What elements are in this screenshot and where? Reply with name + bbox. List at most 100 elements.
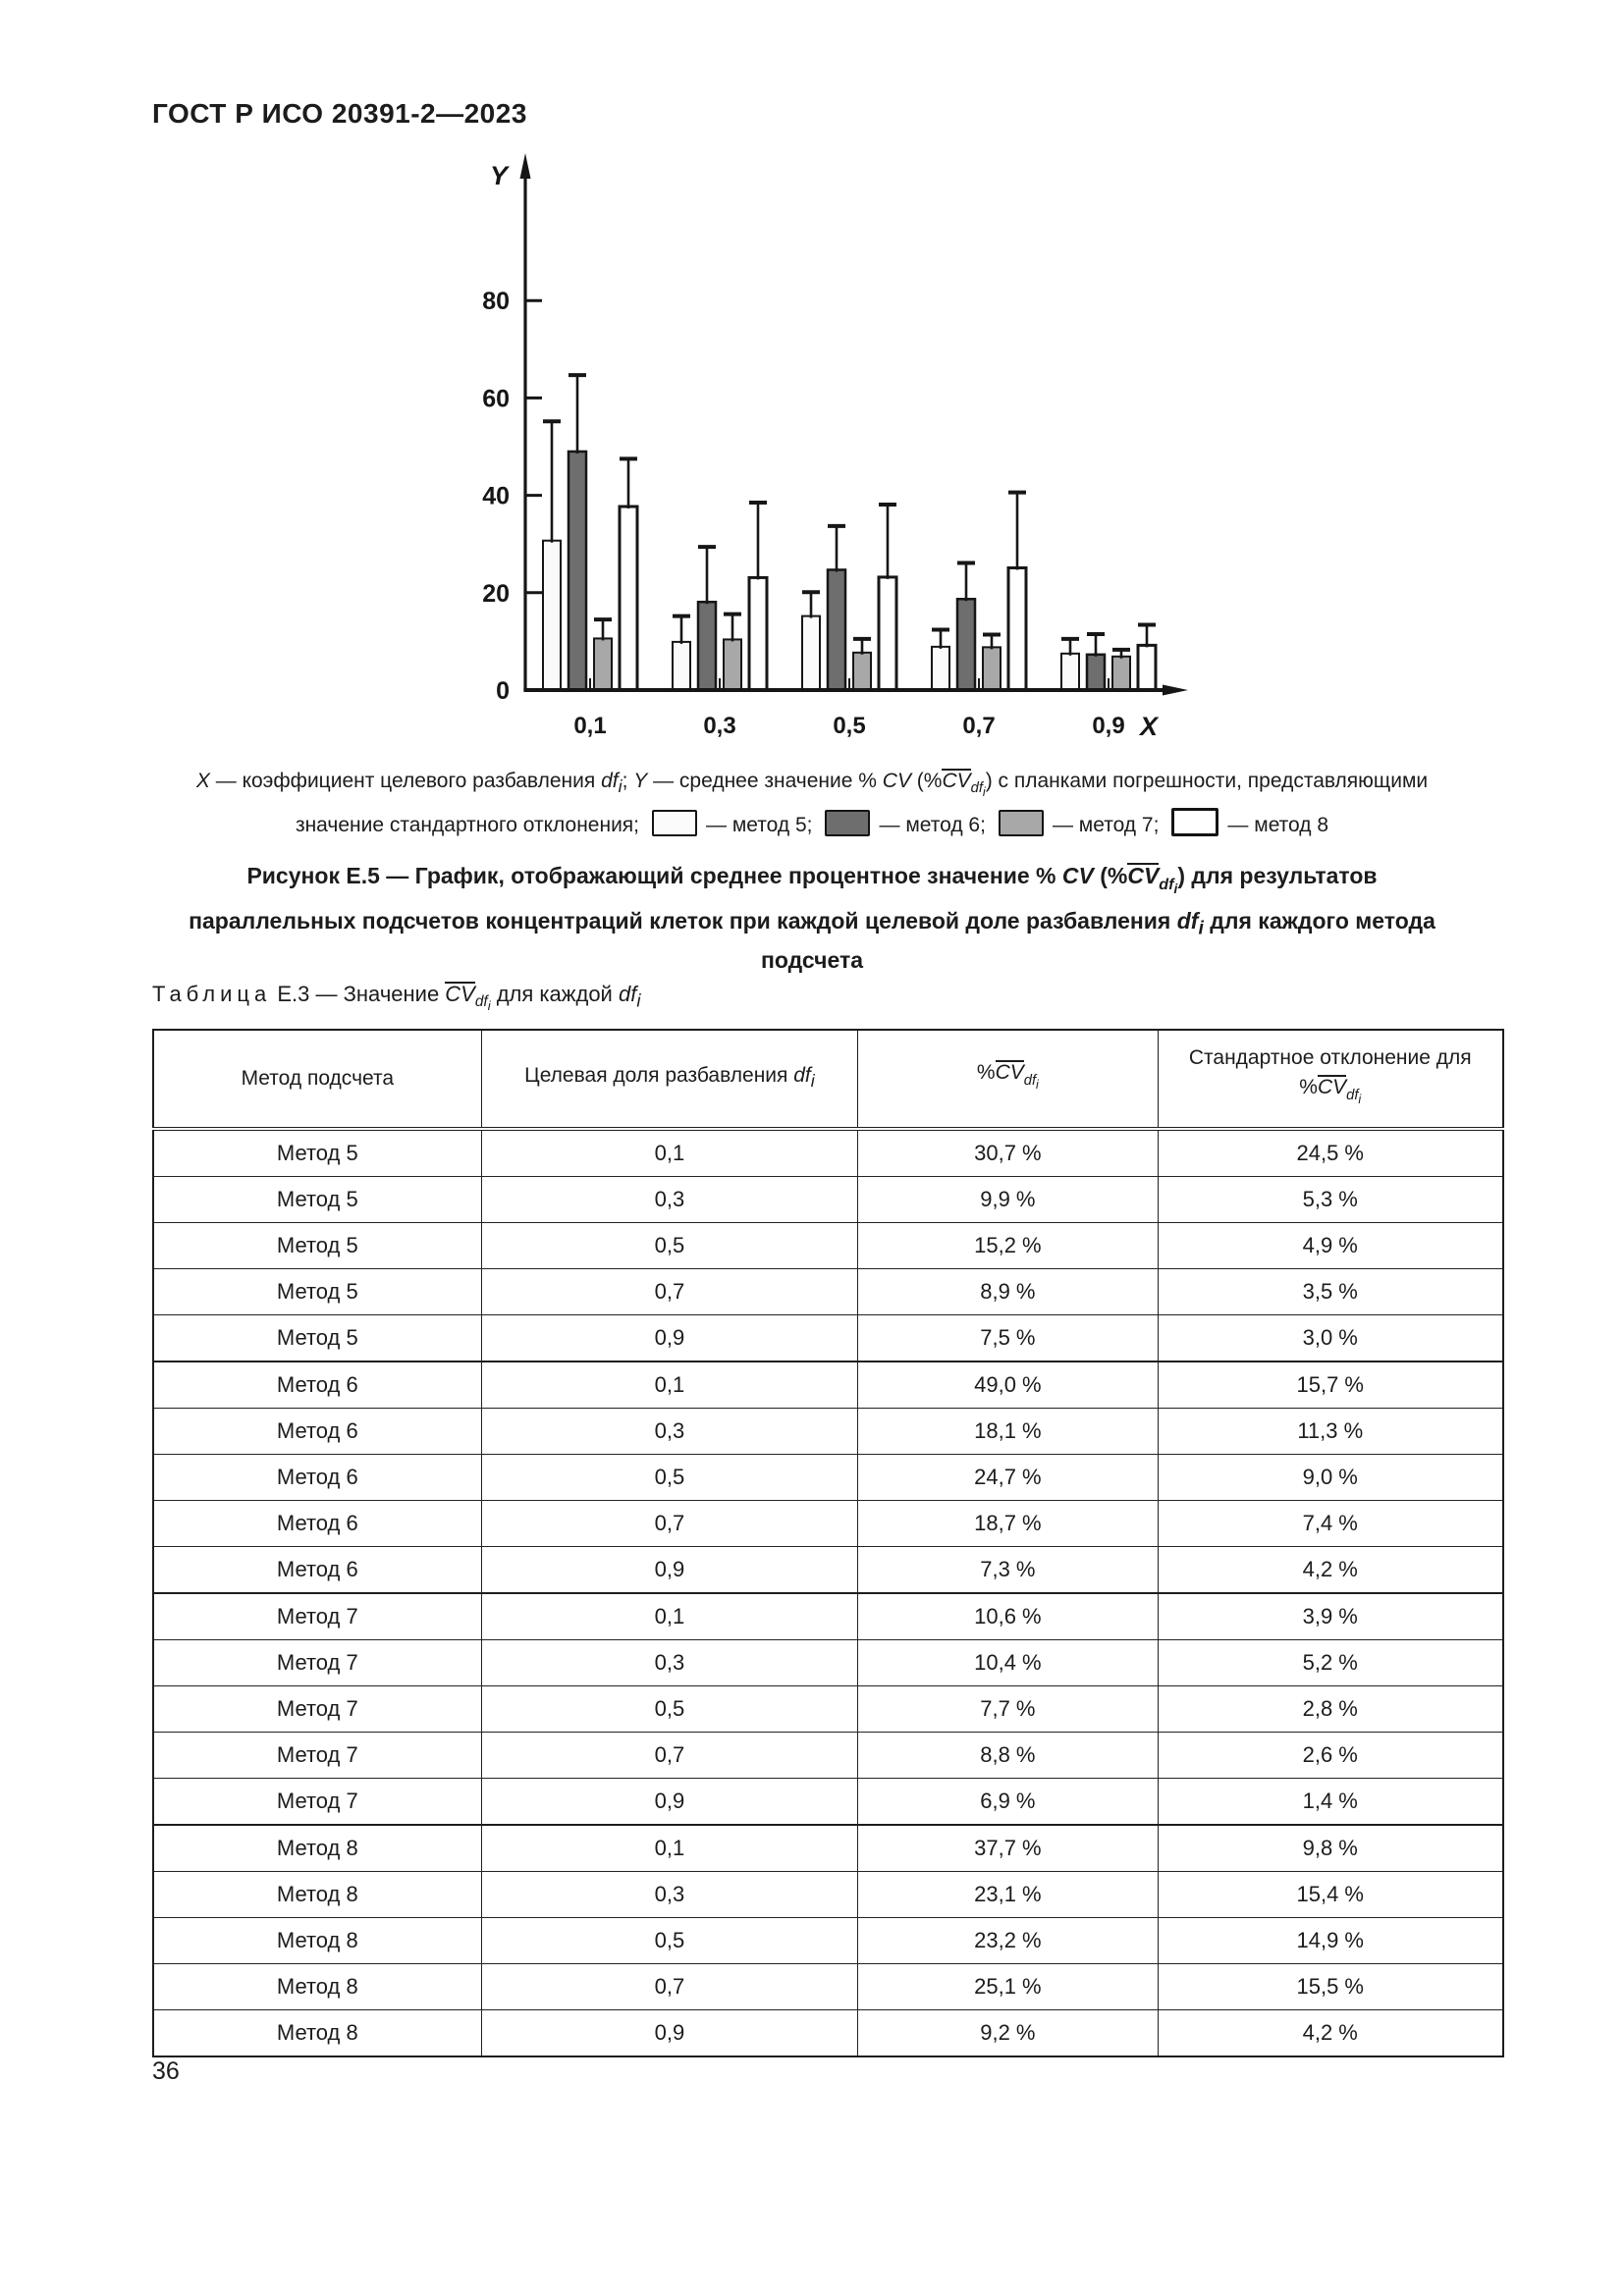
table-row: Метод 8 0,7 25,1 % 15,5 % <box>152 1963 1504 2010</box>
table-cell: 0,9 <box>480 1546 859 1594</box>
table-cell: Метод 5 <box>152 1314 482 1362</box>
cv-overline: CV <box>942 769 971 792</box>
table-cell: 0,7 <box>480 1963 859 2010</box>
table-cell: 49,0 % <box>857 1361 1159 1409</box>
table-cell: 9,8 % <box>1157 1824 1504 1872</box>
table-cell: 24,5 % <box>1157 1128 1504 1177</box>
table-cell: 0,3 <box>480 1871 859 1918</box>
legend-swatch-method7 <box>998 810 1044 837</box>
table-cell: Метод 7 <box>152 1685 482 1733</box>
table-cell: 24,7 % <box>857 1454 1159 1501</box>
table-cell: Метод 8 <box>152 1824 482 1872</box>
table-cell: 3,5 % <box>1157 1268 1504 1315</box>
table-cell: 0,3 <box>480 1176 859 1223</box>
table-cell: 18,1 % <box>857 1408 1159 1455</box>
y-var: Y <box>633 770 648 792</box>
table-cell: Метод 7 <box>152 1778 482 1826</box>
table-cell: 15,5 % <box>1157 1963 1504 2010</box>
figure-caption-line3: подсчета <box>760 947 864 974</box>
table-row: Метод 6 0,3 18,1 % 11,3 % <box>152 1408 1504 1455</box>
axis-caption-line1: X — коэффициент целевого разбавления dfi… <box>195 769 1429 800</box>
svg-text:60: 60 <box>482 385 510 412</box>
legend-label-method7: — метод 7; <box>1052 814 1160 837</box>
table-row: Метод 6 0,9 7,3 % 4,2 % <box>152 1546 1504 1594</box>
table-cell: 18,7 % <box>857 1500 1159 1547</box>
page-number: 36 <box>152 2057 180 2085</box>
table-row: Метод 7 0,7 8,8 % 2,6 % <box>152 1732 1504 1779</box>
header-cv: %CVdfi <box>857 1029 1159 1131</box>
table-cell: 3,0 % <box>1157 1314 1504 1362</box>
table-row: Метод 8 0,9 9,2 % 4,2 % <box>152 2009 1504 2057</box>
table-cell: 5,2 % <box>1157 1639 1504 1686</box>
table-cell: 1,4 % <box>1157 1778 1504 1826</box>
table-cell: Метод 5 <box>152 1222 482 1269</box>
x-var: X <box>195 770 210 792</box>
table-row: Метод 7 0,5 7,7 % 2,8 % <box>152 1685 1504 1733</box>
figure-caption-line2: параллельных подсчетов концентраций клет… <box>189 907 1435 939</box>
table-cell: 2,8 % <box>1157 1685 1504 1733</box>
svg-text:40: 40 <box>482 483 510 510</box>
table-cell: Метод 8 <box>152 1963 482 2010</box>
table-cell: 0,7 <box>480 1500 859 1547</box>
table-row: Метод 8 0,5 23,2 % 14,9 % <box>152 1917 1504 1964</box>
figure-e5-chart: 0,1 0,3 0,5 0,7 0,9 0 20 40 60 80 Y X <box>422 147 1237 761</box>
legend-label-method6: — метод 6; <box>879 814 986 837</box>
table-cell: 0,9 <box>480 2009 859 2057</box>
figure-caption: Рисунок Е.5 — График, отображающий средн… <box>135 860 1489 977</box>
table-cell: 9,0 % <box>1157 1454 1504 1501</box>
table-row: Метод 6 0,7 18,7 % 7,4 % <box>152 1500 1504 1547</box>
bar-chart-svg: 0,1 0,3 0,5 0,7 0,9 0 20 40 60 80 Y X <box>482 153 1188 741</box>
table-row: Метод 6 0,1 49,0 % 15,7 % <box>152 1361 1504 1409</box>
table-cell: 0,3 <box>480 1639 859 1686</box>
table-cell: 2,6 % <box>1157 1732 1504 1779</box>
table-cell: 25,1 % <box>857 1963 1159 2010</box>
table-cell: 15,7 % <box>1157 1361 1504 1409</box>
legend-swatch-method6 <box>825 810 871 837</box>
table-e3: Метод подсчета Целевая доля разбавления … <box>152 1029 1504 2057</box>
table-cell: Метод 6 <box>152 1454 482 1501</box>
table-cell: 10,4 % <box>857 1639 1159 1686</box>
table-row: Метод 5 0,9 7,5 % 3,0 % <box>152 1314 1504 1362</box>
table-cell: 0,5 <box>480 1917 859 1964</box>
svg-text:X: X <box>1138 712 1160 741</box>
svg-text:0,9: 0,9 <box>1092 713 1124 739</box>
table-cell: 0,5 <box>480 1222 859 1269</box>
table-cell: 0,5 <box>480 1454 859 1501</box>
table-row: Метод 5 0,7 8,9 % 3,5 % <box>152 1268 1504 1315</box>
table-cell: 6,9 % <box>857 1778 1159 1826</box>
table-row: Метод 7 0,3 10,4 % 5,2 % <box>152 1639 1504 1686</box>
legend-label-method5: — метод 5; <box>706 814 813 837</box>
table-cell: Метод 6 <box>152 1500 482 1547</box>
table-cell: Метод 6 <box>152 1361 482 1409</box>
svg-text:0,3: 0,3 <box>703 713 735 739</box>
legend-swatch-method8 <box>1171 808 1219 837</box>
table-cell: 9,9 % <box>857 1176 1159 1223</box>
table-cell: 37,7 % <box>857 1824 1159 1872</box>
table-cell: 0,1 <box>480 1128 859 1177</box>
table-cell: 9,2 % <box>857 2009 1159 2057</box>
table-cell: 14,9 % <box>1157 1917 1504 1964</box>
table-cell: 0,1 <box>480 1592 859 1640</box>
table-cell: Метод 7 <box>152 1639 482 1686</box>
table-cell: Метод 7 <box>152 1592 482 1640</box>
table-cell: 7,7 % <box>857 1685 1159 1733</box>
table-row: Метод 7 0,1 10,6 % 3,9 % <box>152 1592 1504 1640</box>
table-row: Метод 5 0,5 15,2 % 4,9 % <box>152 1222 1504 1269</box>
table-row: Метод 5 0,3 9,9 % 5,3 % <box>152 1176 1504 1223</box>
table-cell: Метод 6 <box>152 1408 482 1455</box>
table-cell: 11,3 % <box>1157 1408 1504 1455</box>
table-cell: 0,1 <box>480 1361 859 1409</box>
table-cell: Метод 8 <box>152 1871 482 1918</box>
table-row: Метод 6 0,5 24,7 % 9,0 % <box>152 1454 1504 1501</box>
table-cell: Метод 6 <box>152 1546 482 1594</box>
table-cell: 23,1 % <box>857 1871 1159 1918</box>
table-row: Метод 7 0,9 6,9 % 1,4 % <box>152 1778 1504 1826</box>
table-cell: 0,7 <box>480 1268 859 1315</box>
table-row: Метод 5 0,1 30,7 % 24,5 % <box>152 1128 1504 1177</box>
table-cell: 10,6 % <box>857 1592 1159 1640</box>
table-title: Таблица Е.3 — Значение CVdfi для каждой … <box>152 982 641 1014</box>
table-cell: 0,3 <box>480 1408 859 1455</box>
legend-label-method8: — метод 8 <box>1227 814 1329 837</box>
table-cell: 23,2 % <box>857 1917 1159 1964</box>
table-cell: 4,2 % <box>1157 2009 1504 2057</box>
